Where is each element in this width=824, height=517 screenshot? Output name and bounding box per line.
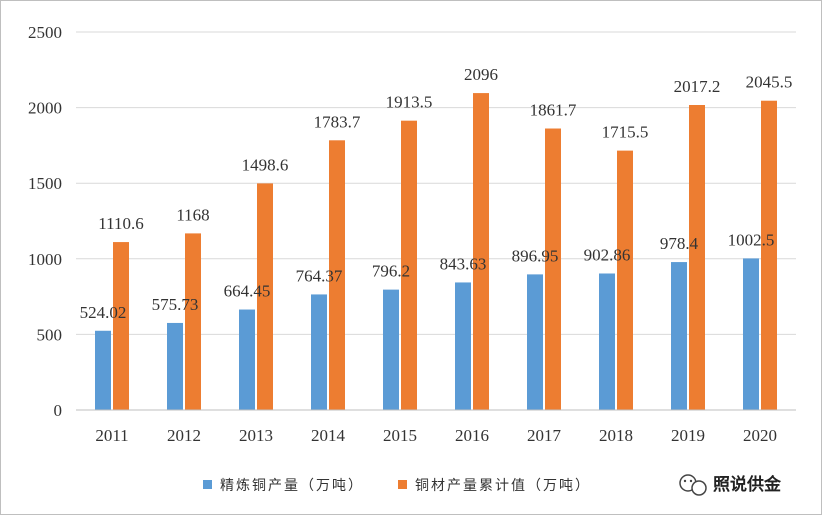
- data-label: 1110.6: [98, 214, 144, 233]
- bar-refined-copper: [383, 289, 399, 410]
- y-tick-label: 2500: [28, 23, 62, 42]
- bar-copper-products: [185, 233, 201, 410]
- y-tick-label: 1500: [28, 174, 62, 193]
- x-tick-label: 2018: [599, 426, 633, 445]
- bar-refined-copper: [95, 330, 111, 410]
- bar-copper-products: [545, 128, 561, 410]
- bar-copper-products: [473, 93, 489, 410]
- data-label: 843.63: [440, 254, 487, 273]
- x-tick-label: 2012: [167, 426, 201, 445]
- x-tick-label: 2017: [527, 426, 562, 445]
- data-label: 1783.7: [314, 112, 361, 131]
- watermark: 照说供金: [679, 474, 782, 496]
- bar-refined-copper: [743, 258, 759, 410]
- y-tick-label: 2000: [28, 99, 62, 118]
- data-label: 1913.5: [386, 93, 433, 112]
- data-label: 2045.5: [746, 73, 793, 92]
- data-label: 524.02: [80, 303, 127, 322]
- bar-refined-copper: [455, 282, 471, 410]
- legend-label-refined-copper: 精炼铜产量（万吨）: [220, 478, 364, 494]
- data-label: 796.2: [372, 262, 410, 281]
- bar-refined-copper: [167, 322, 183, 410]
- bar-copper-products: [257, 183, 273, 410]
- x-axis-tick-labels: 2011 2012 2013 2014 2015 2016 2017 2018 2019 2020: [95, 426, 777, 445]
- x-tick-label: 2015: [383, 426, 417, 445]
- x-tick-label: 2013: [239, 426, 273, 445]
- y-tick-label: 500: [37, 325, 63, 344]
- bar-refined-copper: [671, 262, 687, 410]
- y-tick-label: 0: [54, 401, 63, 420]
- wechat-icon: [679, 474, 707, 496]
- y-tick-label: 1000: [28, 250, 62, 269]
- bar-copper-products: [761, 100, 777, 410]
- legend-label-copper-products: 铜材产量累计值（万吨）: [415, 478, 591, 494]
- bar-refined-copper: [311, 294, 327, 410]
- data-labels: 524.02 1110.6 575.73 1168 664.45 1498.6 764.37…: [80, 65, 793, 322]
- bar-copper-products: [401, 120, 417, 410]
- data-label: 1861.7: [530, 101, 577, 120]
- data-label: 575.73: [152, 295, 199, 314]
- x-tick-label: 2016: [455, 426, 489, 445]
- data-label: 764.37: [296, 266, 343, 285]
- x-tick-label: 2014: [311, 426, 346, 445]
- bars: [95, 93, 777, 410]
- data-label: 896.95: [512, 246, 559, 265]
- data-label: 1168: [176, 205, 209, 224]
- legend-swatch-copper-products: [398, 480, 407, 489]
- x-tick-label: 2019: [671, 426, 705, 445]
- data-label: 1715.5: [602, 123, 649, 142]
- bar-refined-copper: [527, 274, 543, 410]
- x-tick-label: 2011: [95, 426, 128, 445]
- bar-copper-products: [329, 140, 345, 410]
- bar-refined-copper: [599, 273, 615, 410]
- data-label: 1498.6: [242, 155, 289, 174]
- data-label: 2096: [464, 65, 498, 84]
- bar-copper-products: [689, 104, 705, 410]
- data-label: 902.86: [584, 245, 631, 264]
- bar-copper-products: [617, 150, 633, 410]
- data-label: 2017.2: [674, 77, 721, 96]
- x-tick-label: 2020: [743, 426, 777, 445]
- data-label: 1002.5: [728, 230, 775, 249]
- data-label: 664.45: [224, 282, 271, 301]
- bar-refined-copper: [239, 309, 255, 410]
- data-label: 978.4: [660, 234, 699, 253]
- watermark-text: 照说供金: [713, 474, 782, 495]
- legend-swatch-refined-copper: [203, 480, 212, 489]
- bar-copper-products: [113, 242, 129, 410]
- legend: 精炼铜产量（万吨） 铜材产量累计值（万吨）: [203, 478, 591, 494]
- y-axis-tick-labels: 0 500 1000 1500 2000 2500: [28, 23, 62, 420]
